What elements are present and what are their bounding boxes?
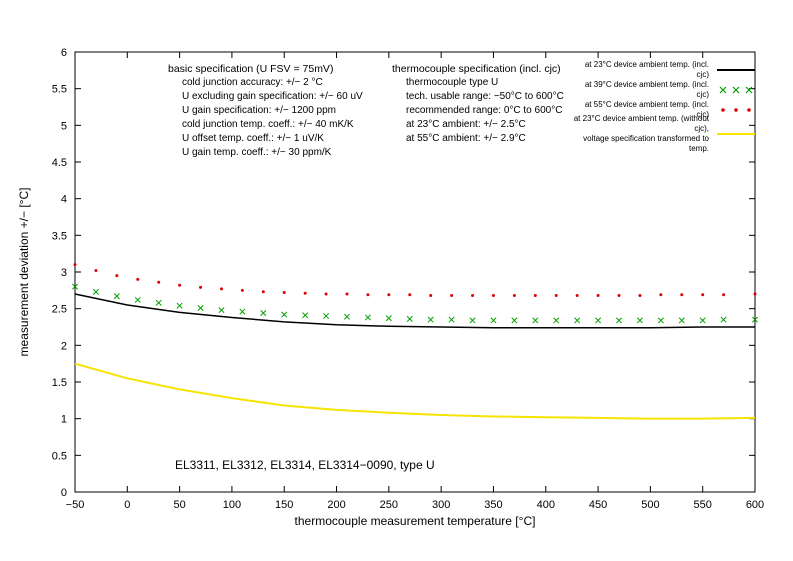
legend-swatch (715, 63, 757, 77)
svg-text:3.5: 3.5 (52, 230, 67, 242)
svg-text:5.5: 5.5 (52, 84, 67, 96)
legend-item: at 23°C device ambient temp. (without cj… (572, 120, 757, 148)
legend-label: at 39°C device ambient temp. (incl. cjc) (572, 80, 709, 100)
thermocouple-spec-block: thermocouple specification (incl. cjc) t… (392, 62, 564, 146)
basic-spec-line: U offset temp. coeff.: +/− 1 uV/K (182, 132, 363, 146)
basic-spec-line: cold junction temp. coeff.: +/− 40 mK/K (182, 118, 363, 132)
legend: at 23°C device ambient temp. (incl. cjc)… (572, 60, 757, 148)
basic-spec-line: U gain specification: +/− 1200 ppm (182, 104, 363, 118)
svg-text:300: 300 (432, 499, 450, 511)
svg-text:450: 450 (589, 499, 607, 511)
legend-swatch (715, 83, 757, 97)
svg-text:600: 600 (746, 499, 764, 511)
legend-swatch (715, 103, 757, 117)
basic-spec-block: basic specification (U FSV = 75mV) cold … (168, 62, 363, 160)
svg-text:−50: −50 (66, 499, 85, 511)
x-axis-label: thermocouple measurement temperature [°C… (295, 514, 536, 528)
svg-text:350: 350 (484, 499, 502, 511)
svg-text:250: 250 (380, 499, 398, 511)
thermocouple-spec-line: at 23°C ambient: +/− 2.5°C (406, 118, 564, 132)
svg-text:100: 100 (223, 499, 241, 511)
basic-spec-line: cold junction accuracy: +/− 2 °C (182, 76, 363, 90)
svg-text:0: 0 (124, 499, 130, 511)
thermocouple-spec-title: thermocouple specification (incl. cjc) (392, 62, 564, 76)
svg-text:550: 550 (694, 499, 712, 511)
svg-text:1.5: 1.5 (52, 377, 67, 389)
legend-swatch (715, 127, 757, 141)
legend-label: at 23°C device ambient temp. (incl. cjc) (572, 60, 709, 80)
legend-label: at 23°C device ambient temp. (without cj… (572, 114, 709, 154)
svg-text:400: 400 (537, 499, 555, 511)
thermocouple-spec-line: recommended range: 0°C to 600°C (406, 104, 564, 118)
svg-text:2: 2 (61, 340, 67, 352)
thermocouple-spec-line: tech. usable range: −50°C to 600°C (406, 90, 564, 104)
svg-text:200: 200 (327, 499, 345, 511)
svg-text:4: 4 (61, 194, 67, 206)
svg-text:6: 6 (61, 47, 67, 59)
basic-spec-title: basic specification (U FSV = 75mV) (168, 62, 363, 76)
svg-text:4.5: 4.5 (52, 157, 67, 169)
y-axis-label: measurement deviation +/− [°C] (17, 188, 31, 357)
thermocouple-spec-line: at 55°C ambient: +/− 2.9°C (406, 132, 564, 146)
svg-text:150: 150 (275, 499, 293, 511)
svg-text:2.5: 2.5 (52, 304, 67, 316)
svg-text:50: 50 (173, 499, 185, 511)
legend-item: at 39°C device ambient temp. (incl. cjc) (572, 80, 757, 100)
svg-text:5: 5 (61, 120, 67, 132)
svg-text:0.5: 0.5 (52, 450, 67, 462)
svg-text:500: 500 (641, 499, 659, 511)
svg-text:3: 3 (61, 267, 67, 279)
basic-spec-line: U excluding gain specification: +/− 60 u… (182, 90, 363, 104)
thermocouple-spec-line: thermocouple type U (406, 76, 564, 90)
svg-text:1: 1 (61, 414, 67, 426)
basic-spec-line: U gain temp. coeff.: +/− 30 ppm/K (182, 146, 363, 160)
legend-item: at 23°C device ambient temp. (incl. cjc) (572, 60, 757, 80)
chart-footer-label: EL3311, EL3312, EL3314, EL3314−0090, typ… (175, 458, 435, 472)
svg-text:0: 0 (61, 487, 67, 499)
